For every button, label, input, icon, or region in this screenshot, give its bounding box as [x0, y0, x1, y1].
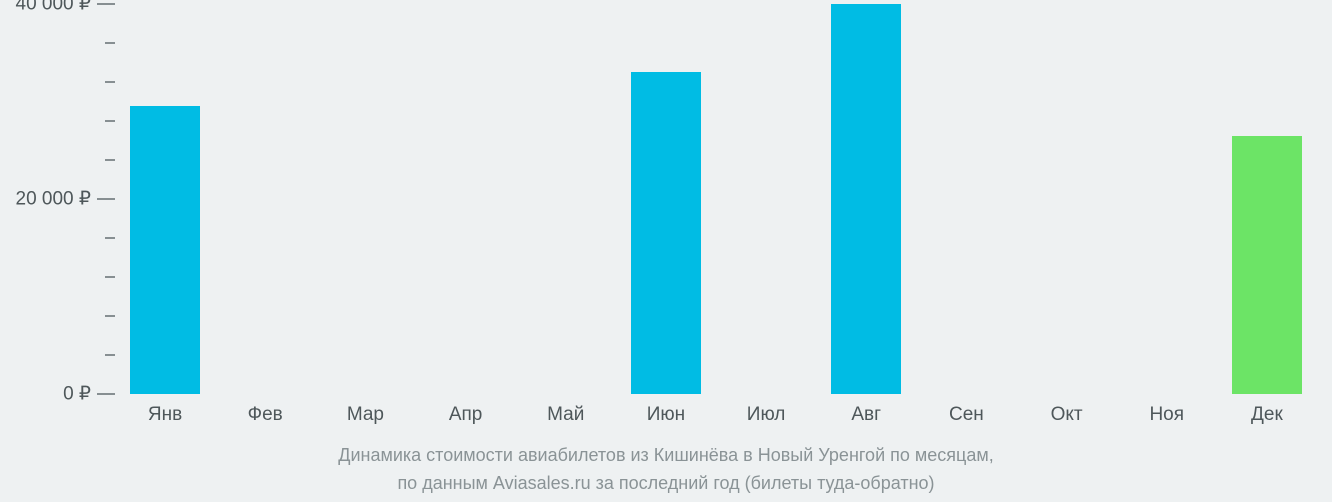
bar [130, 106, 200, 394]
bar-slot [531, 4, 601, 394]
x-label: Окт [1017, 404, 1117, 426]
x-label: Дек [1217, 404, 1317, 426]
bar-slot [631, 4, 701, 394]
x-label: Ноя [1117, 404, 1217, 426]
y-tick-label: 20 000 ₽ [16, 188, 91, 211]
price-chart: 0 ₽20 000 ₽40 000 ₽ ЯнвФевМарАпрМайИюнИю… [0, 0, 1332, 502]
y-tick-label: 40 000 ₽ [16, 0, 91, 16]
bar [631, 72, 701, 394]
x-label: Авг [816, 404, 916, 426]
chart-caption: Динамика стоимости авиабилетов из Кишинё… [0, 442, 1332, 498]
bar-slot [1032, 4, 1102, 394]
bar-slot [330, 4, 400, 394]
x-label: Янв [115, 404, 215, 426]
x-label: Мар [315, 404, 415, 426]
bar-slot [831, 4, 901, 394]
caption-line-1: Динамика стоимости авиабилетов из Кишинё… [338, 445, 993, 465]
y-tick-minor [105, 237, 115, 239]
x-label: Май [516, 404, 616, 426]
y-tick-label: 0 ₽ [63, 383, 91, 406]
y-tick-minor [105, 42, 115, 44]
x-label: Апр [416, 404, 516, 426]
bar-slot [130, 4, 200, 394]
y-tick-major [97, 3, 115, 5]
y-tick-major [97, 198, 115, 200]
x-label: Фев [215, 404, 315, 426]
y-tick-major [97, 393, 115, 395]
y-tick-minor [105, 120, 115, 122]
y-tick-minor [105, 354, 115, 356]
y-tick-minor [105, 81, 115, 83]
x-label: Июн [616, 404, 716, 426]
x-label: Июл [716, 404, 816, 426]
bars-layer [115, 4, 1317, 394]
bar-slot [1232, 4, 1302, 394]
bar [831, 4, 901, 394]
y-tick-minor [105, 276, 115, 278]
y-tick-minor [105, 315, 115, 317]
bar-slot [731, 4, 801, 394]
bar-slot [1132, 4, 1202, 394]
bar [1232, 136, 1302, 394]
y-tick-minor [105, 159, 115, 161]
bar-slot [931, 4, 1001, 394]
caption-line-2: по данным Aviasales.ru за последний год … [397, 473, 934, 493]
plot-area: 0 ₽20 000 ₽40 000 ₽ [115, 4, 1317, 394]
bar-slot [431, 4, 501, 394]
x-label: Сен [916, 404, 1016, 426]
bar-slot [230, 4, 300, 394]
